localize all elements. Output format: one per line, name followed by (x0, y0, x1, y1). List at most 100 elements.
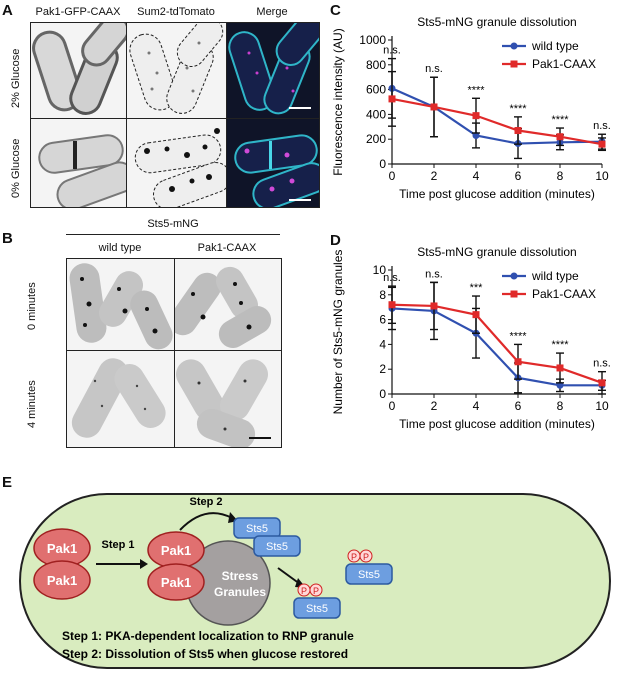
panel-b-title-rule (66, 234, 280, 235)
panel-a-col-1: Pak1-GFP-CAAX (35, 6, 121, 18)
x-tick-label: 8 (557, 169, 564, 183)
panel-a-col-2: Sum2-tdTomato (137, 6, 215, 18)
data-point (598, 140, 606, 148)
x-tick-label: 2 (431, 399, 438, 413)
panel-a-row-2: 0% Glucose (10, 138, 22, 198)
pak1-caax-0min-image (174, 258, 282, 352)
model-diagram: Pak1 Pak1 Step 1 Stress Granules Pak1 Pa… (19, 493, 611, 669)
significance-label: **** (509, 103, 527, 115)
y-tick-label: 4 (379, 337, 386, 351)
pak1-gfp-2pct-image (30, 22, 128, 120)
panel-b-col-2: Pak1-CAAX (197, 242, 257, 254)
pak1-label-2: Pak1 (47, 573, 77, 588)
panel-a-col-3: Merge (256, 6, 288, 18)
stress-label: Stress (222, 569, 259, 583)
sum2-tdtomato-0pct-image (126, 118, 228, 208)
data-point (514, 358, 522, 366)
sts5-box-2 (253, 535, 301, 557)
pak1-label-1: Pak1 (47, 541, 77, 556)
series-pak1-caax (388, 70, 606, 152)
data-point (556, 381, 564, 389)
pak1-bound-label-2: Pak1 (161, 575, 191, 590)
data-point (430, 103, 438, 111)
legend-label: Pak1-CAAX (532, 57, 596, 71)
significance-label: **** (467, 84, 485, 96)
data-point (472, 112, 480, 120)
granules-label: Granules (214, 585, 266, 599)
data-point (388, 301, 396, 309)
x-tick-label: 4 (473, 169, 480, 183)
release-arrow (277, 567, 301, 585)
panel-a-letter: A (2, 2, 13, 19)
panel-b-letter: B (2, 230, 13, 247)
significance-label: *** (470, 282, 484, 294)
sts5-free-label-2: Sts5 (358, 569, 380, 581)
significance-label: n.s. (383, 45, 401, 57)
legend-marker (510, 42, 518, 50)
panel-d-letter: D (330, 232, 341, 249)
sts5-free-label-1: Sts5 (306, 603, 328, 615)
sts5-free-1 (293, 597, 341, 619)
pak1-caax-4min-image (174, 350, 282, 448)
series-line (391, 307, 602, 387)
merge-2pct-image (226, 22, 320, 120)
pak1-bound-label-1: Pak1 (161, 543, 191, 558)
step1-label: Step 1 (101, 539, 134, 551)
phospho-p-3: P (351, 552, 357, 562)
y-tick-label: 800 (366, 58, 386, 72)
wt-4min-image (66, 350, 176, 448)
phospho-p-1: P (301, 586, 307, 596)
legend-label: wild type (531, 269, 579, 283)
data-point (598, 379, 606, 387)
x-tick-label: 4 (473, 399, 480, 413)
y-tick-label: 200 (366, 132, 386, 146)
y-tick-label: 6 (379, 313, 386, 327)
legend-step1: Step 1: PKA-dependent localization to RN… (62, 629, 354, 643)
merge-0pct-image (226, 118, 320, 208)
phospho-p-4: P (363, 552, 369, 562)
panel-b-row-1: 0 minutes (26, 282, 38, 330)
x-tick-label: 6 (515, 399, 522, 413)
series-line (391, 87, 603, 145)
y-tick-label: 0 (379, 157, 386, 171)
panel-b-row-2: 4 minutes (26, 380, 38, 428)
legend-marker (510, 290, 518, 298)
x-tick-label: 6 (515, 169, 522, 183)
y-tick-label: 400 (366, 107, 386, 121)
x-tick-label: 10 (595, 399, 609, 413)
data-point (388, 95, 396, 103)
series-line (391, 97, 603, 146)
pak1-bound-2 (147, 563, 205, 601)
significance-label: n.s. (593, 120, 611, 132)
fluorescence-chart: Sts5-mNG granule dissolution020040060080… (331, 15, 611, 201)
legend-label: wild type (531, 39, 579, 53)
significance-label: n.s. (425, 268, 443, 280)
data-point (472, 311, 480, 319)
x-tick-label: 8 (557, 399, 564, 413)
x-axis-label: Time post glucose addition (minutes) (399, 187, 595, 201)
wt-0min-image (66, 258, 176, 352)
y-tick-label: 2 (379, 362, 386, 376)
chart-title: Sts5-mNG granule dissolution (417, 15, 576, 29)
significance-label: **** (551, 114, 569, 126)
series-pak1-caax (388, 281, 606, 395)
series-wild-type (388, 57, 606, 160)
y-axis-label: Number of Sts5-mNG granules (331, 250, 345, 415)
x-tick-label: 10 (595, 169, 609, 183)
x-tick-label: 0 (389, 399, 396, 413)
significance-label: **** (509, 330, 527, 342)
legend-step2: Step 2: Dissolution of Sts5 when glucose… (62, 647, 348, 661)
sum2-tdtomato-2pct-image (126, 22, 228, 120)
significance-label: n.s. (383, 272, 401, 284)
granule-count-chart: Sts5-mNG granule dissolution 0 2 4 6 8 10 0 2 4 6 8… (331, 245, 611, 431)
y-tick-label: 8 (379, 288, 386, 302)
phospho-icon-4 (359, 549, 373, 563)
panel-b-col-1: wild type (98, 242, 142, 254)
pak1-blob-2 (33, 560, 91, 600)
significance-label: n.s. (593, 358, 611, 370)
panel-b-title: Sts5-mNG (147, 218, 199, 230)
y-axis-label: Fluorescence intensity (AU) (331, 28, 345, 175)
legend-marker (510, 272, 518, 280)
significance-label: **** (551, 339, 569, 351)
pak1-gfp-0pct-image (30, 118, 128, 208)
